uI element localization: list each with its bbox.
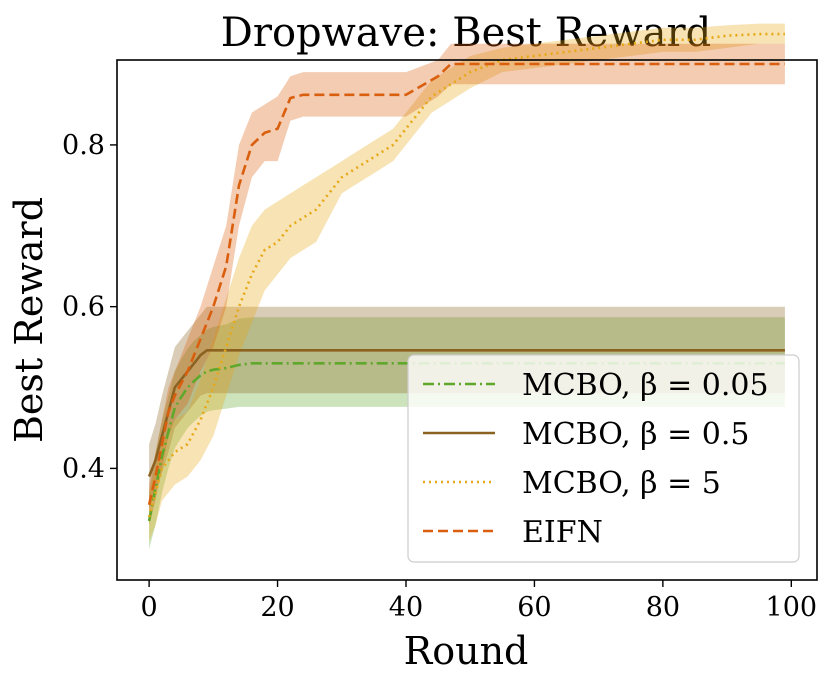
y-tick-label: 0.4 — [62, 453, 105, 484]
legend-label-mcbo-5-2: MCBO, β = 5 — [522, 466, 721, 501]
legend: MCBO, β = 0.05 MCBO, β = 0.5 MCBO, β = 5 EI… — [407, 354, 800, 563]
series-lines — [147, 32, 785, 522]
x-axis: 0 20 40 60 80 100 — [141, 580, 818, 623]
x-tick-label: 20 — [260, 592, 294, 623]
x-tick-label: 0 — [141, 592, 158, 623]
y-tick-label: 0.8 — [62, 130, 105, 161]
legend-label-mcbo-0-05-0: MCBO, β = 0.05 — [522, 368, 769, 403]
y-axis-label: Best Reward — [7, 197, 51, 443]
line-mcbo-0-05-0 — [147, 361, 785, 522]
y-axis: 0.4 0.6 0.8 — [62, 130, 117, 484]
chart-title: Dropwave: Best Reward — [221, 10, 711, 56]
legend-label-eifn-3: EIFN — [522, 515, 603, 550]
legend-label-mcbo-0-5-1: MCBO, β = 0.5 — [522, 417, 749, 452]
y-tick-label: 0.6 — [62, 292, 105, 323]
x-tick-label: 100 — [766, 592, 818, 623]
line-eifn-3 — [147, 62, 785, 506]
x-tick-label: 40 — [389, 592, 423, 623]
plot-frame — [116, 59, 818, 581]
x-tick-label: 60 — [517, 592, 551, 623]
x-tick-label: 80 — [646, 592, 680, 623]
x-axis-label: Round — [404, 629, 529, 673]
legend-box — [407, 354, 800, 563]
line-mcbo-5-2 — [147, 32, 785, 518]
